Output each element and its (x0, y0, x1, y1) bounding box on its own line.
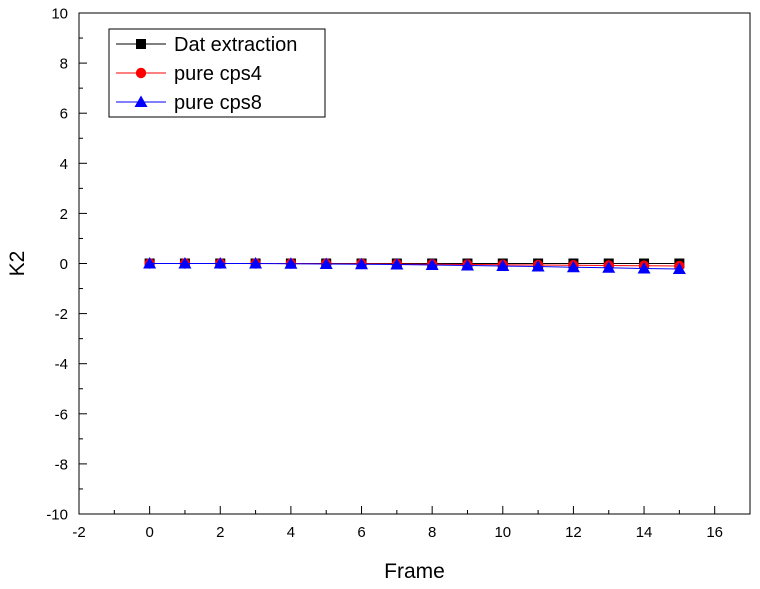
y-tick-label: -4 (55, 356, 68, 373)
data-point (531, 260, 545, 272)
data-point (390, 258, 404, 270)
y-tick-label: 2 (60, 206, 68, 223)
legend-label: pure cps8 (174, 92, 262, 114)
series-line (149, 263, 680, 270)
y-tick-label: 8 (60, 56, 68, 73)
data-point (566, 260, 580, 273)
x-tick-label: -2 (72, 524, 85, 541)
plot-area (78, 12, 751, 515)
x-tick-label: 6 (357, 524, 365, 541)
legend-marker (136, 39, 146, 49)
legend-label: pure cps4 (174, 63, 262, 85)
data-point (178, 257, 192, 269)
data-point (249, 257, 263, 269)
legend-marker (134, 95, 148, 107)
legend-item: pure cps4 (116, 63, 262, 85)
x-tick-label: 12 (565, 524, 582, 541)
legend: Dat extraction pure cps4 pure cps8 (108, 28, 326, 118)
y-tick-label: 10 (51, 6, 68, 23)
y-tick-label: -2 (55, 306, 68, 323)
x-tick-label: 2 (216, 524, 224, 541)
y-tick-label: -6 (55, 406, 68, 423)
x-tick-label: 0 (145, 524, 153, 541)
x-axis-label: Frame (384, 560, 445, 583)
legend-label: Dat extraction (174, 34, 297, 56)
y-tick-label: -10 (46, 507, 68, 524)
x-tick-label: 8 (428, 524, 436, 541)
series-3 (143, 257, 686, 275)
x-tick-label: 16 (706, 524, 723, 541)
legend-item: pure cps8 (116, 92, 262, 114)
x-tick-label: 4 (287, 524, 295, 541)
data-point (284, 257, 298, 269)
data-point (143, 257, 157, 269)
data-point (460, 259, 474, 271)
data-point (602, 261, 616, 273)
data-point (355, 257, 369, 270)
data-point (319, 257, 333, 270)
series-layer (143, 257, 686, 275)
x-tick-label: 10 (494, 524, 511, 541)
y-axis-label: K2 (6, 251, 29, 277)
x-tick-label: 14 (636, 524, 653, 541)
y-tick-label: 4 (60, 156, 68, 173)
axis-ticks: -2 0 2 4 6 8 10 12 14 16 -10 -8 -6 -4 -2 0 2 4 6 8 10 (46, 6, 751, 541)
y-tick-label: 6 (60, 106, 68, 123)
legend-item: Dat extraction (116, 34, 297, 56)
y-tick-label: -8 (55, 456, 68, 473)
data-point (425, 258, 439, 271)
legend-marker (135, 67, 147, 79)
data-point (213, 257, 227, 269)
data-point (672, 262, 686, 275)
data-point (496, 259, 510, 272)
data-point (637, 262, 651, 274)
y-tick-label: 0 (60, 256, 68, 273)
